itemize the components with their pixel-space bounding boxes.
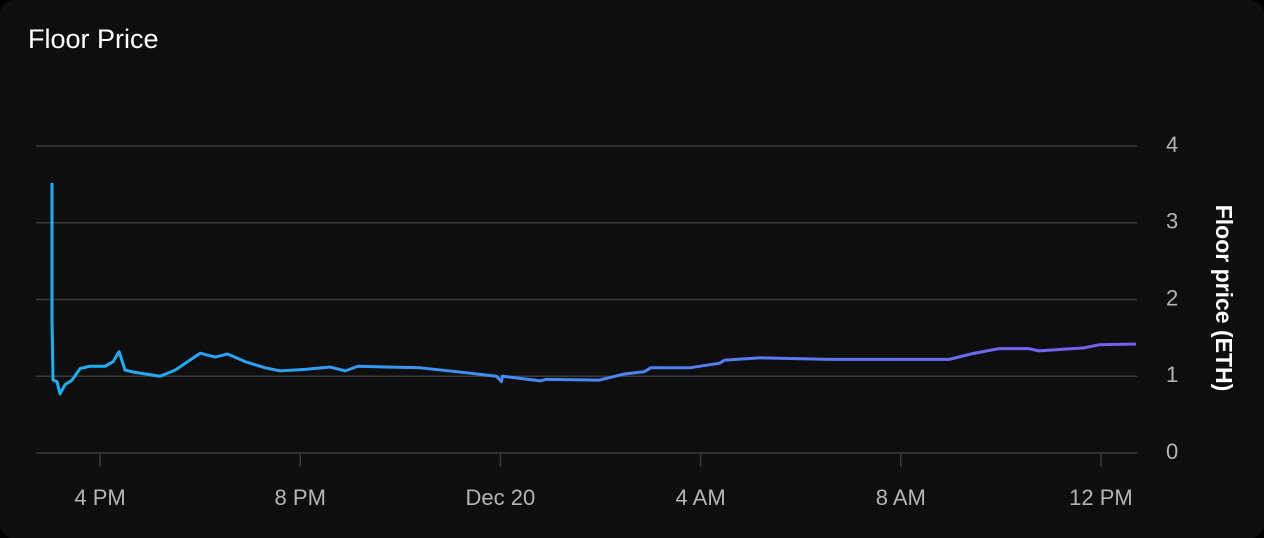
y-axis-label: Floor price (ETH) <box>1211 205 1237 392</box>
x-tick-label: 4 AM <box>676 485 726 510</box>
chart-title: Floor Price <box>28 24 159 54</box>
y-tick-label: 2 <box>1166 285 1178 310</box>
x-tick-label: 4 PM <box>74 485 125 510</box>
y-tick-label: 3 <box>1166 209 1178 234</box>
x-tick-label: 8 AM <box>876 485 926 510</box>
y-tick-label: 4 <box>1166 132 1178 157</box>
x-tick-label: 12 PM <box>1069 485 1133 510</box>
y-tick-label: 1 <box>1166 362 1178 387</box>
x-tick-label: Dec 20 <box>466 485 536 510</box>
x-tick-label: 8 PM <box>275 485 326 510</box>
y-tick-label: 0 <box>1166 439 1178 464</box>
line <box>50 182 1137 396</box>
